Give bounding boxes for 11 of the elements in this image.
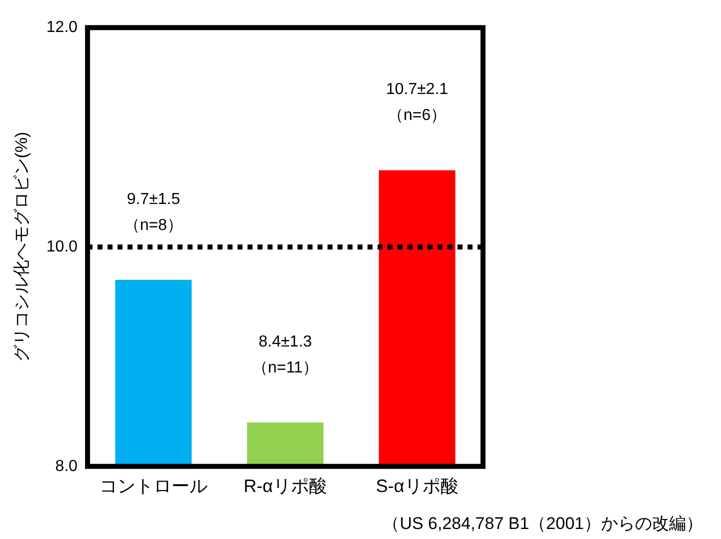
data-label: 8.4±1.3 （n=11） xyxy=(252,334,319,377)
data-label: 9.7±1.5 （n=8） xyxy=(124,190,184,234)
y-tick-label: 8.0 xyxy=(55,458,78,475)
y-axis-title: グリコシル化ヘモグロビン(%) xyxy=(12,132,31,362)
x-tick-label: R-αリポ酸 xyxy=(244,476,327,496)
y-tick-label: 10.0 xyxy=(46,238,78,256)
data-label: 10.7±2.1 （n=6） xyxy=(386,81,448,124)
x-tick-label: S-αリポ酸 xyxy=(376,476,458,496)
y-tick-label: 12.0 xyxy=(46,19,78,36)
text: （US 6,284,787 B1（2001）からの改編） xyxy=(382,513,704,535)
x-tick-label: コントロール xyxy=(99,476,208,496)
